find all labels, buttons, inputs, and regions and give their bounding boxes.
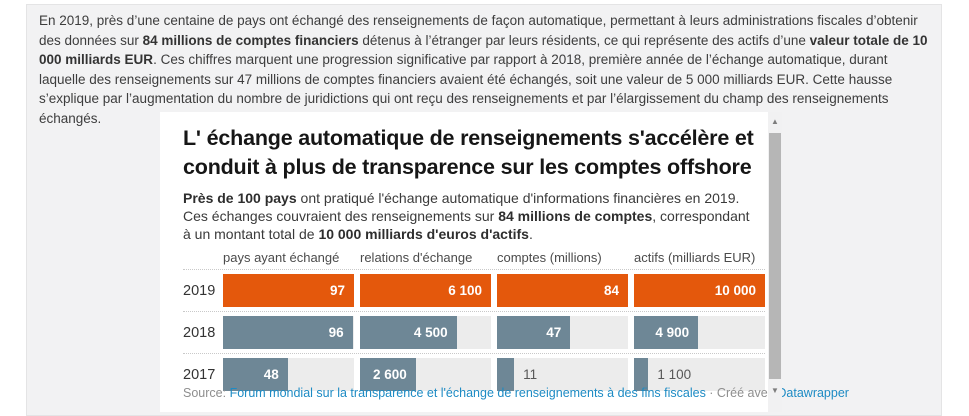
chart-subtitle: Près de 100 pays ont pratiqué l'échange …: [183, 189, 751, 243]
chart-content: L' échange automatique de renseignements…: [183, 124, 769, 395]
bar-track: 11: [497, 358, 628, 391]
bar-value-label: 2 600: [373, 367, 407, 382]
bar: 4 500: [360, 316, 457, 349]
bar: 10 000: [634, 274, 765, 307]
intro-text: détenus à l’étranger par leurs résidents…: [358, 32, 810, 48]
column-header: relations d'échange: [360, 250, 473, 265]
bar: 2 600: [360, 358, 416, 391]
table-row: 2017 48 2 600 11 1 100: [183, 353, 765, 395]
chart-embed-card: L' échange automatique de renseignements…: [160, 112, 849, 412]
content-panel: En 2019, près d’une centaine de pays ont…: [26, 4, 942, 416]
bar-value-label: 97: [329, 283, 345, 298]
subtitle-text: ont pratiqué l'échange automatique d'inf…: [183, 190, 740, 224]
bar: 48: [223, 358, 288, 391]
bar: [497, 358, 515, 391]
bar: [634, 358, 649, 391]
source-label: Source:: [183, 386, 230, 400]
scroll-up-icon[interactable]: ▲: [771, 117, 779, 126]
bar-value-label: 47: [546, 325, 562, 340]
bar-track: 10 000: [634, 274, 765, 307]
table-row: 2018 96 4 500 47 4 900: [183, 311, 765, 353]
bar-track: 47: [497, 316, 628, 349]
source-link[interactable]: Forum mondial sur la transparence et l'é…: [229, 386, 706, 400]
bar: 97: [223, 274, 354, 307]
subtitle-bold-accounts: 84 millions de comptes: [498, 208, 653, 224]
chart-footer: Source: Forum mondial sur la transparenc…: [183, 386, 849, 400]
column-header: actifs (milliards EUR): [634, 250, 756, 265]
bar-value-label: 84: [603, 283, 619, 298]
bar: 6 100: [360, 274, 491, 307]
bar-track: 1 100: [634, 358, 765, 391]
bar-track: 6 100: [360, 274, 491, 307]
bar-track: 2 600: [360, 358, 491, 391]
bar-value-label: 10 000: [714, 283, 756, 298]
intro-bold-value: valeur totale de 10 000 milliards EUR: [39, 32, 928, 68]
bar-track: 48: [223, 358, 354, 391]
year-label: 2018: [183, 324, 216, 341]
bar-value-label: 4 900: [655, 325, 690, 340]
bar: 47: [497, 316, 571, 349]
bar-track: 4 900: [634, 316, 765, 349]
chart-title-line2: conduit à plus de transparence sur les c…: [183, 155, 752, 179]
scrollbar-thumb[interactable]: [769, 133, 781, 379]
year-label: 2017: [183, 366, 216, 383]
chart-scrollbar[interactable]: ▲ ▼: [768, 112, 782, 412]
bar-track: 96: [223, 316, 354, 349]
bar-track: 97: [223, 274, 354, 307]
bar-value-label: 6 100: [448, 283, 482, 298]
scroll-down-icon[interactable]: ▼: [771, 386, 779, 395]
bar: 96: [223, 316, 353, 349]
bar-table: pays ayant échangé relations d'échange com…: [183, 250, 765, 395]
bar: 4 900: [634, 316, 699, 349]
bar-value-label: 4 500: [413, 325, 448, 340]
credit-label: · Créé avec: [705, 386, 778, 400]
intro-paragraph: En 2019, près d’une centaine de pays ont…: [39, 11, 933, 128]
datawrapper-link[interactable]: Datawrapper: [777, 386, 849, 400]
bar-track: 84: [497, 274, 628, 307]
table-header-row: pays ayant échangé relations d'échange com…: [183, 250, 765, 269]
column-header: pays ayant échangé: [223, 250, 340, 265]
intro-text: . Ces chiffres marquent une progression …: [39, 52, 893, 126]
year-label: 2019: [183, 282, 216, 299]
subtitle-bold-countries: Près de 100 pays: [183, 190, 297, 206]
chart-title-line1: L' échange automatique de renseignements…: [183, 126, 754, 150]
bar-value-label: 11: [523, 367, 538, 382]
bar: 84: [497, 274, 628, 307]
bar-value-label: 96: [328, 325, 344, 340]
table-row: 2019 97 6 100 84 10 000: [183, 269, 765, 311]
bar-value-label: 48: [263, 367, 279, 382]
intro-bold-accounts: 84 millions de comptes financiers: [142, 32, 359, 48]
subtitle-bold-assets: 10 000 milliards d'euros d'actifs: [318, 226, 529, 242]
bar-value-label: 1 100: [657, 367, 692, 382]
chart-title: L' échange automatique de renseignements…: [183, 124, 769, 182]
intro-text: En 2019, près d’une centaine de pays ont…: [39, 13, 918, 48]
subtitle-text: .: [528, 226, 533, 242]
subtitle-text: , correspondant à un montant total de: [183, 208, 750, 242]
bar-track: 4 500: [360, 316, 491, 349]
column-header: comptes (millions): [497, 250, 602, 265]
